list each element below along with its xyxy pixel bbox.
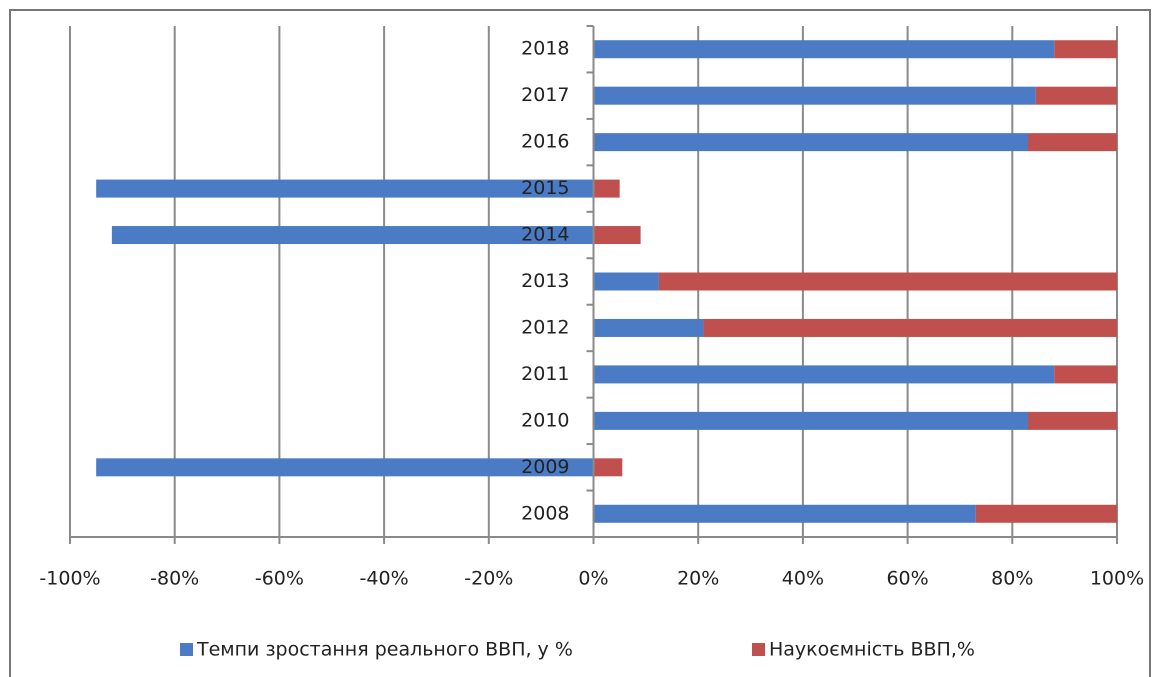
bar (703, 318, 1117, 337)
y-tick-label: 2011 (521, 363, 569, 385)
bar (593, 179, 620, 198)
bar (111, 226, 594, 245)
y-tick-label: 2017 (521, 84, 569, 106)
bar (593, 272, 659, 291)
y-tick-label: 2012 (521, 316, 569, 338)
x-tick-label: -80% (150, 568, 199, 590)
y-tick-label: 2008 (521, 502, 569, 524)
y-tick-label: 2016 (521, 131, 569, 153)
bar (593, 411, 1029, 430)
x-tick-label: -40% (360, 568, 409, 590)
x-tick-label: -100% (39, 568, 100, 590)
bar (96, 458, 594, 477)
bar (658, 272, 1117, 291)
bar (1028, 411, 1117, 430)
y-tick-label: 2010 (521, 409, 569, 431)
x-tick-label: 0% (578, 568, 608, 590)
x-tick-label: 40% (782, 568, 824, 590)
y-tick-label: 2014 (521, 224, 569, 246)
x-tick-label: -60% (255, 568, 304, 590)
bar (1035, 86, 1117, 105)
bar (593, 365, 1055, 384)
legend-swatch (180, 643, 193, 656)
x-tick-label: 80% (991, 568, 1033, 590)
bar (96, 179, 594, 198)
bar (1028, 133, 1117, 152)
y-tick-label: 2015 (521, 177, 569, 199)
bar (593, 86, 1036, 105)
bar (975, 504, 1117, 523)
bar (593, 318, 704, 337)
chart-frame (9, 9, 1151, 677)
bar (593, 226, 641, 245)
x-tick-label: 100% (1090, 568, 1144, 590)
legend-label: Темпи зростання реального ВВП, у % (196, 639, 573, 661)
bar (593, 504, 976, 523)
y-tick-label: 2018 (521, 38, 569, 60)
bar (1054, 365, 1117, 384)
bar (593, 458, 623, 477)
x-tick-label: -20% (464, 568, 513, 590)
y-tick-label: 2013 (521, 270, 569, 292)
bar (1054, 40, 1117, 59)
y-tick-label: 2009 (521, 456, 569, 478)
bar (593, 40, 1055, 59)
legend-label: Наукоємність ВВП,% (769, 639, 975, 661)
legend-swatch (752, 643, 765, 656)
x-tick-label: 60% (886, 568, 928, 590)
bar (593, 133, 1029, 152)
x-tick-label: 20% (677, 568, 719, 590)
